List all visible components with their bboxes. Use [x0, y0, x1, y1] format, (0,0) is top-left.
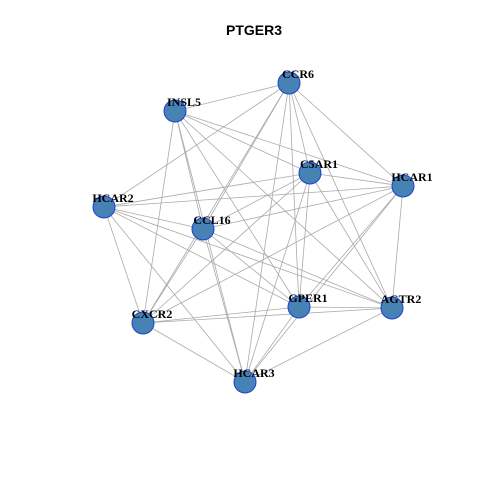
edge — [298, 172, 311, 308]
node — [298, 161, 322, 185]
edge — [309, 172, 404, 187]
node-label: GPER1 — [288, 291, 327, 305]
edge — [103, 206, 300, 308]
edge — [174, 110, 204, 230]
edge — [174, 82, 290, 112]
edge — [103, 185, 404, 208]
node-label: INSL5 — [167, 95, 201, 109]
edge — [202, 172, 311, 230]
node — [92, 195, 116, 219]
edge — [288, 82, 300, 308]
edge — [103, 206, 204, 230]
edge — [391, 185, 404, 309]
node — [380, 296, 404, 320]
edge — [103, 206, 144, 324]
edges — [103, 82, 404, 383]
node-label: CXCR2 — [132, 307, 173, 321]
edge — [103, 206, 246, 383]
node-label: HCAR1 — [391, 170, 432, 184]
title: PTGER3 — [226, 22, 282, 38]
edge — [174, 110, 246, 383]
node-label: CCL16 — [193, 213, 230, 227]
node — [131, 311, 155, 335]
edge — [174, 110, 404, 187]
edge — [142, 110, 176, 324]
edge — [174, 110, 393, 309]
edge — [244, 82, 290, 383]
edge — [309, 172, 393, 309]
node-label: HCAR3 — [233, 366, 274, 380]
edge — [202, 228, 300, 308]
edge — [142, 228, 204, 324]
node — [391, 174, 415, 198]
node — [287, 295, 311, 319]
node-label: CCR6 — [282, 67, 314, 81]
node — [191, 217, 215, 241]
edge — [142, 322, 246, 383]
edge — [202, 185, 404, 230]
edge — [202, 228, 246, 383]
edge — [142, 82, 290, 324]
edge — [103, 206, 393, 309]
edge — [202, 82, 290, 230]
edge — [244, 307, 393, 383]
edge — [288, 82, 311, 174]
node — [277, 71, 301, 95]
edge — [142, 307, 393, 324]
edge — [298, 185, 404, 308]
nodes: CCR6 INSL5 C5AR1 HCAR1 HCAR2 CCL16 GPER1 AGTR2 C… — [92, 67, 433, 394]
edge — [244, 172, 311, 383]
node-label: HCAR2 — [92, 191, 133, 205]
edge — [142, 185, 404, 324]
edge — [174, 110, 311, 174]
node — [233, 370, 257, 394]
edge — [288, 82, 404, 187]
node — [163, 99, 187, 123]
edge — [288, 82, 393, 309]
node-label: C5AR1 — [300, 157, 338, 171]
edge — [142, 306, 300, 324]
edge — [298, 306, 393, 309]
edge — [103, 172, 311, 208]
edge — [244, 306, 300, 383]
edge — [202, 228, 393, 309]
node-label: AGTR2 — [381, 292, 422, 306]
